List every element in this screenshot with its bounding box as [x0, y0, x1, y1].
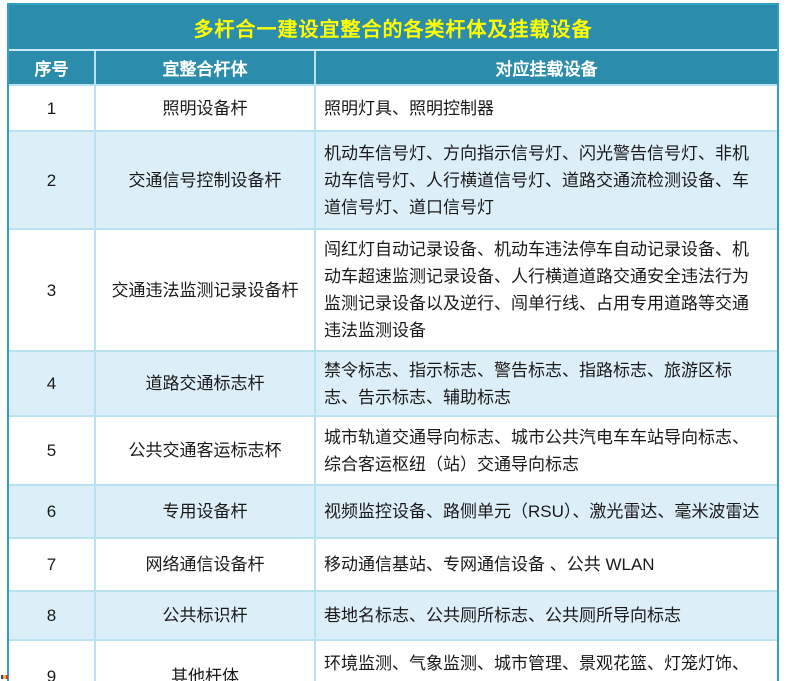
- cell-no: 1: [9, 84, 96, 132]
- table-row: 7 网络通信设备杆 移动通信基站、专网通信设备 、公共 WLAN: [9, 537, 777, 592]
- cell-pole: 其他杆体: [94, 639, 316, 681]
- table-row: 4 道路交通标志杆 禁令标志、指示标志、警告标志、指路标志、旅游区标志、告示标志、辅…: [9, 350, 777, 417]
- column-header: 宜整合杆体: [94, 49, 316, 86]
- color-dot-artifact: [1, 675, 8, 679]
- cell-devices: 禁令标志、指示标志、警告标志、指路标志、旅游区标志、告示标志、辅助标志: [314, 350, 777, 417]
- cell-no: 9: [9, 639, 96, 681]
- cell-devices: 照明灯具、照明控制器: [314, 84, 777, 132]
- cell-no: 8: [9, 590, 96, 641]
- pole-integration-table: 多杆合一建设宜整合的各类杆体及挂载设备 序号 宜整合杆体 对应挂载设备 1 照明设备杆…: [9, 5, 777, 681]
- cell-devices: 机动车信号灯、方向指示信号灯、闪光警告信号灯、非机动车信号灯、人行横道信号灯、道…: [314, 130, 777, 230]
- cell-devices: 巷地名标志、公共厕所标志、公共厕所导向标志: [314, 590, 777, 641]
- cell-no: 5: [9, 415, 96, 486]
- table-row: 3 交通违法监测记录设备杆 闯红灯自动记录设备、机动车违法停车自动记录设备、机动车超…: [9, 228, 777, 352]
- cell-devices: 视频监控设备、路侧单元（RSU）、激光雷达、毫米波雷达: [314, 484, 777, 539]
- table-title: 多杆合一建设宜整合的各类杆体及挂载设备: [9, 5, 777, 51]
- cell-devices: 移动通信基站、专网通信设备 、公共 WLAN: [314, 537, 777, 592]
- table-row: 1 照明设备杆 照明灯具、照明控制器: [9, 84, 777, 132]
- cell-pole: 公共标识杆: [94, 590, 316, 641]
- cell-pole: 公共交通客运标志杯: [94, 415, 316, 486]
- column-header: 对应挂载设备: [314, 49, 777, 86]
- table-row: 8 公共标识杆 巷地名标志、公共厕所标志、公共厕所导向标志: [9, 590, 777, 641]
- table-row: 2 交通信号控制设备杆 机动车信号灯、方向指示信号灯、闪光警告信号灯、非机动车信号灯…: [9, 130, 777, 230]
- header-row: 序号 宜整合杆体 对应挂载设备: [9, 49, 777, 86]
- title-row: 多杆合一建设宜整合的各类杆体及挂载设备: [9, 5, 777, 51]
- cell-no: 4: [9, 350, 96, 417]
- column-header: 序号: [9, 49, 96, 86]
- cell-no: 6: [9, 484, 96, 539]
- cell-pole: 专用设备杆: [94, 484, 316, 539]
- cell-pole: 交通信号控制设备杆: [94, 130, 316, 230]
- cell-devices: 环境监测、气象监测、城市管理、景观花篮、灯笼灯饰、道旗等涉及的其他挂载设备: [314, 639, 777, 681]
- table-row: 5 公共交通客运标志杯 城市轨道交通导向标志、城市公共汽电车车站导向标志、综合客运枢…: [9, 415, 777, 486]
- table-row: 6 专用设备杆 视频监控设备、路侧单元（RSU）、激光雷达、毫米波雷达: [9, 484, 777, 539]
- cell-no: 2: [9, 130, 96, 230]
- cell-no: 7: [9, 537, 96, 592]
- pole-integration-table-wrap: 多杆合一建设宜整合的各类杆体及挂载设备 序号 宜整合杆体 对应挂载设备 1 照明设备杆…: [7, 3, 779, 681]
- cell-pole: 道路交通标志杆: [94, 350, 316, 417]
- cell-pole: 照明设备杆: [94, 84, 316, 132]
- cell-devices: 城市轨道交通导向标志、城市公共汽电车车站导向标志、综合客运枢纽（站）交通导向标志: [314, 415, 777, 486]
- cell-pole: 网络通信设备杆: [94, 537, 316, 592]
- cell-pole: 交通违法监测记录设备杆: [94, 228, 316, 352]
- table-row: 9其他杆体环境监测、气象监测、城市管理、景观花篮、灯笼灯饰、道旗等涉及的其他挂载…: [9, 639, 777, 681]
- cell-devices: 闯红灯自动记录设备、机动车违法停车自动记录设备、机动车超速监测记录设备、人行横道…: [314, 228, 777, 352]
- cell-no: 3: [9, 228, 96, 352]
